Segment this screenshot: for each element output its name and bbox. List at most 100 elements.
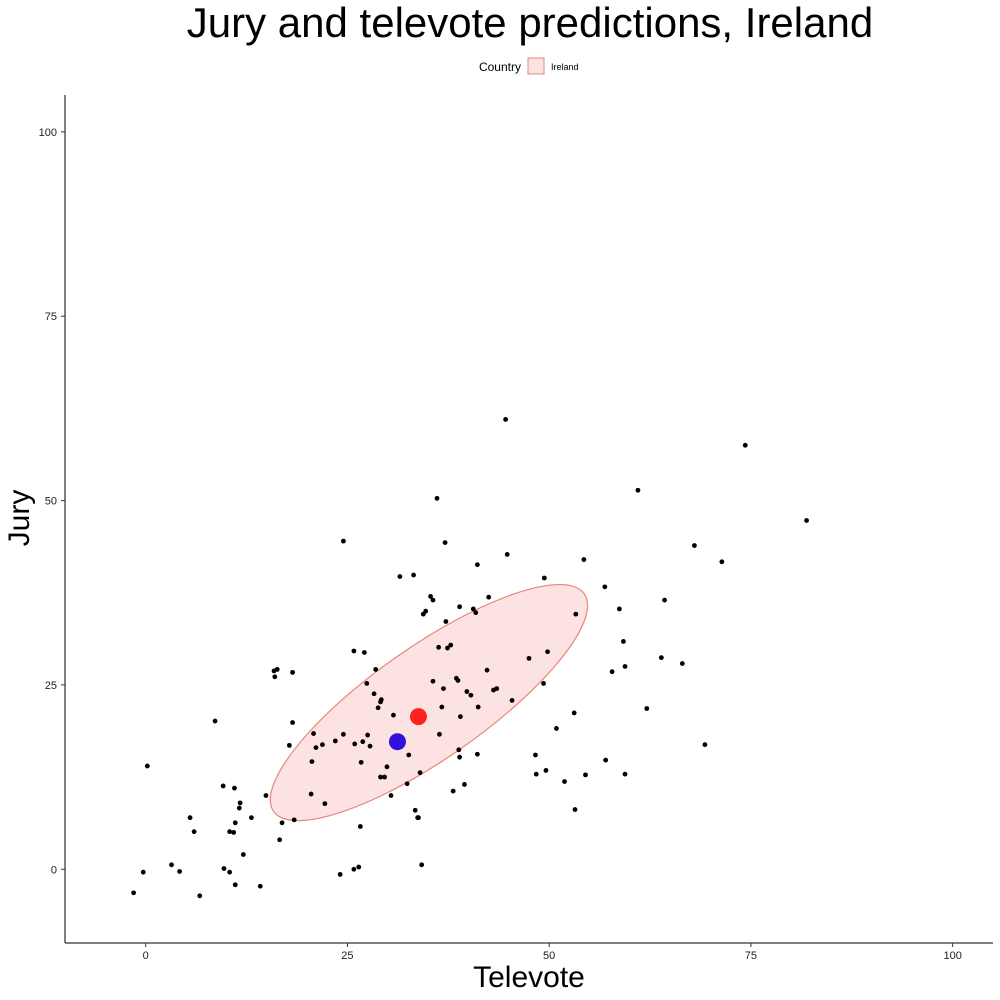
data-point: [445, 645, 450, 651]
data-point: [257, 883, 263, 889]
data-point: [533, 752, 538, 758]
y-tick-label: 50: [45, 496, 57, 508]
data-point: [616, 606, 622, 612]
data-point: [635, 487, 641, 493]
plot-area: [131, 417, 809, 899]
data-point: [443, 619, 449, 624]
data-point: [351, 648, 357, 654]
data-point: [583, 772, 588, 778]
data-point: [494, 686, 500, 691]
y-tick-label: 0: [51, 864, 57, 876]
y-axis-title: Jury: [3, 490, 36, 547]
data-point: [320, 742, 325, 748]
data-point: [581, 557, 587, 562]
data-point: [543, 768, 549, 773]
data-point: [322, 801, 328, 807]
data-point: [621, 639, 626, 644]
data-point: [291, 817, 297, 823]
data-point: [274, 667, 280, 672]
highlight-points-layer: [388, 708, 427, 751]
data-point: [484, 667, 490, 673]
x-tick-label: 50: [543, 950, 555, 962]
data-point: [351, 866, 357, 872]
data-point: [357, 824, 363, 829]
data-point: [404, 781, 410, 787]
data-point: [360, 739, 366, 745]
data-point: [464, 689, 470, 694]
highlight-point-red: [409, 708, 427, 726]
data-point: [434, 495, 440, 501]
data-point: [191, 829, 197, 835]
data-point: [263, 793, 269, 798]
data-point: [622, 771, 628, 777]
y-tick-label: 100: [39, 127, 57, 139]
x-tick-label: 0: [143, 950, 149, 962]
data-point: [572, 807, 578, 812]
data-point: [474, 562, 480, 568]
y-axis: 0 25 50 75 100: [39, 95, 66, 943]
data-point: [473, 610, 479, 616]
data-point: [458, 714, 463, 720]
data-point: [197, 893, 203, 899]
data-point: [212, 718, 218, 724]
data-point: [603, 757, 609, 763]
legend-label-ireland: Ireland: [551, 62, 579, 72]
data-point: [220, 783, 226, 789]
data-point: [573, 611, 579, 617]
data-point: [356, 864, 362, 870]
data-point: [742, 442, 748, 448]
points-layer: [131, 417, 809, 899]
data-point: [679, 661, 685, 666]
data-point: [221, 866, 227, 871]
data-point: [417, 770, 423, 776]
data-point: [462, 782, 467, 787]
data-point: [237, 800, 243, 806]
data-point: [702, 742, 708, 748]
data-point: [419, 862, 425, 868]
x-tick-label: 75: [745, 950, 757, 962]
data-point: [227, 869, 233, 875]
data-point: [286, 742, 292, 748]
y-tick-label: 75: [45, 311, 57, 323]
data-point: [169, 862, 174, 868]
data-point: [378, 774, 383, 780]
data-point: [412, 807, 418, 813]
data-point: [187, 815, 193, 821]
data-point: [131, 890, 136, 896]
data-point: [352, 741, 358, 747]
data-point: [358, 759, 364, 765]
data-point: [177, 869, 182, 874]
data-point: [397, 574, 403, 579]
data-point: [240, 852, 246, 857]
data-point: [804, 518, 809, 523]
data-point: [277, 837, 283, 843]
data-point: [428, 594, 433, 599]
data-point: [232, 882, 238, 888]
data-point: [411, 572, 417, 578]
data-point: [526, 655, 532, 661]
data-point: [416, 815, 421, 821]
data-point: [140, 869, 146, 875]
data-point: [450, 788, 456, 794]
data-point: [475, 704, 481, 710]
data-point: [378, 697, 384, 703]
data-point: [456, 747, 462, 753]
legend-title: Country: [479, 60, 521, 74]
data-point: [430, 678, 436, 684]
data-point: [384, 764, 390, 770]
data-point: [455, 678, 461, 683]
data-point: [231, 829, 237, 835]
chart-title: Jury and televote predictions, Ireland: [187, 0, 873, 46]
data-point: [545, 649, 550, 655]
data-point: [373, 667, 379, 672]
data-point: [457, 754, 463, 760]
data-point: [227, 829, 233, 835]
data-point: [375, 705, 381, 711]
data-point: [388, 793, 394, 798]
data-point: [602, 584, 608, 590]
data-point: [509, 697, 515, 703]
data-point: [448, 642, 454, 648]
data-point: [541, 575, 547, 581]
data-point: [457, 604, 463, 610]
